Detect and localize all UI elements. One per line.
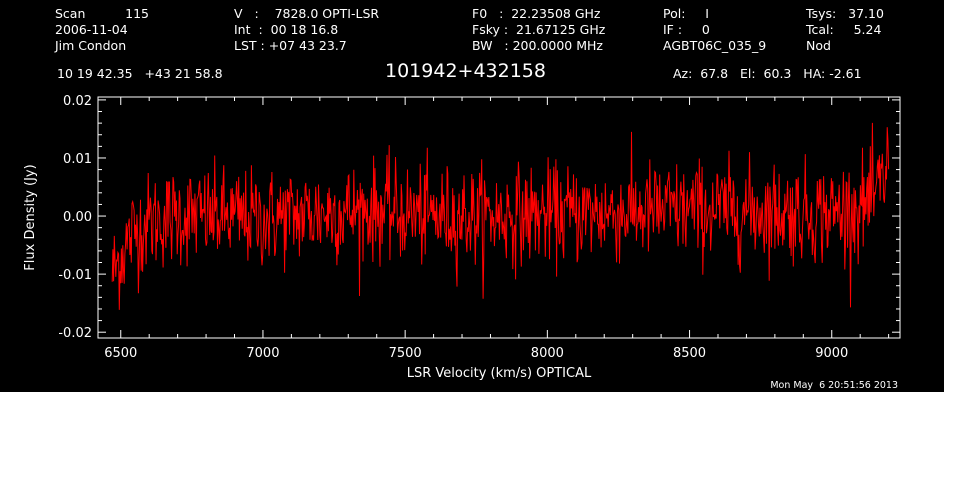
plot-frame <box>97 96 901 339</box>
y-tick-label: 0.00 <box>63 210 92 225</box>
velocity-info: V : 7828.0 OPTI-LSR <box>234 6 380 21</box>
tsys-value: Tsys: 37.10 <box>806 6 884 21</box>
lst-info: LST : +07 43 23.7 <box>234 38 347 53</box>
polarization: Pol: I <box>663 6 709 21</box>
x-axis-label: LSR Velocity (km/s) OPTICAL <box>407 366 592 381</box>
y-tick-label: -0.01 <box>58 268 92 283</box>
tcal-value: Tcal: 5.24 <box>806 22 882 37</box>
x-tick-label: 8500 <box>673 346 706 361</box>
x-tick-label: 6500 <box>104 346 137 361</box>
observation-date: 2006-11-04 <box>55 22 128 37</box>
plot-panel: Scan 115 2006-11-04 Jim Condon V : 7828.… <box>0 0 944 392</box>
y-tick-label: -0.02 <box>58 326 92 341</box>
y-tick-label: 0.01 <box>63 152 92 167</box>
plot-timestamp: Mon May 6 20:51:56 2013 <box>770 380 898 391</box>
observer-name: Jim Condon <box>55 38 127 53</box>
y-tick-label: 0.02 <box>63 94 92 109</box>
bandwidth: BW : 200.0000 MHz <box>472 38 603 53</box>
sky-frequency: Fsky : 21.67125 GHz <box>472 22 606 37</box>
spectrum-chart: 6500 7000 7500 8000 8500 9000 -0.02 -0.01 0.00 0.… <box>23 94 901 381</box>
procedure-type: Nod <box>806 38 831 53</box>
integration-time: Int : 00 18 16.8 <box>234 22 339 37</box>
scan-number: Scan 115 <box>55 6 149 21</box>
x-tick-label: 9000 <box>815 346 848 361</box>
rest-frequency: F0 : 22.23508 GHz <box>472 6 601 21</box>
source-coordinates: 10 19 42.35 +43 21 58.8 <box>57 66 223 81</box>
x-tick-label: 8000 <box>531 346 564 361</box>
pointing-info: Az: 67.8 El: 60.3 HA: -2.61 <box>673 66 862 81</box>
x-tick-label: 7000 <box>246 346 279 361</box>
if-number: IF : 0 <box>663 22 710 37</box>
x-tick-label: 7500 <box>389 346 422 361</box>
project-id: AGBT06C_035_9 <box>663 38 767 53</box>
source-name: 101942+432158 <box>385 60 546 82</box>
spectrum-line <box>111 122 890 310</box>
y-axis-label: Flux Density (Jy) <box>23 164 38 270</box>
